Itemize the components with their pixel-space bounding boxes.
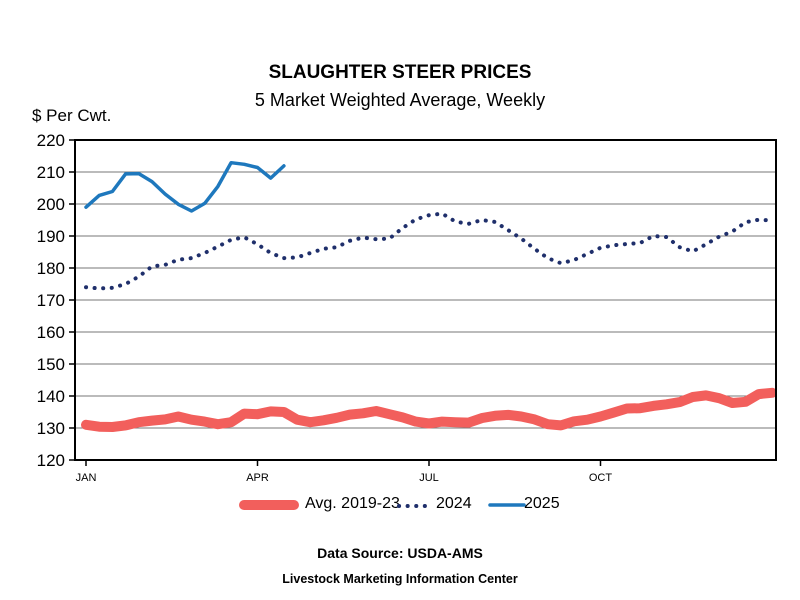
chart-title: SLAUGHTER STEER PRICES bbox=[268, 62, 532, 83]
y-tick-label: 210 bbox=[37, 163, 65, 182]
y-tick-label: 150 bbox=[37, 355, 65, 374]
y-tick-label: 220 bbox=[37, 131, 65, 150]
series-line-2024 bbox=[84, 211, 774, 291]
data-source: Data Source: USDA-AMS bbox=[317, 545, 483, 561]
x-tick-label: OCT bbox=[589, 472, 613, 484]
y-tick-label: 120 bbox=[37, 451, 65, 470]
chart-subtitle: 5 Market Weighted Average, Weekly bbox=[254, 90, 546, 110]
legend-swatch-avg bbox=[239, 500, 299, 510]
x-tick-label: APR bbox=[246, 472, 269, 484]
y-axis-label: $ Per Cwt. bbox=[32, 106, 112, 125]
gridlines bbox=[75, 171, 776, 429]
legend-swatch-2025 bbox=[488, 503, 526, 507]
series-line-avg-2019-23 bbox=[81, 387, 777, 432]
x-tick-label: JUL bbox=[419, 472, 439, 484]
series-line-2025 bbox=[84, 160, 286, 213]
legend-label-2024: 2024 bbox=[436, 495, 472, 512]
y-tick-label: 130 bbox=[37, 419, 65, 438]
series-layer bbox=[81, 160, 777, 432]
x-axis-ticks: JAN APR JUL OCT bbox=[76, 460, 613, 484]
legend-swatch-2024 bbox=[397, 504, 433, 508]
legend: Avg. 2019-23 2024 2025 bbox=[0, 494, 800, 516]
y-tick-label: 160 bbox=[37, 323, 65, 342]
y-tick-label: 180 bbox=[37, 259, 65, 278]
legend-label-2025: 2025 bbox=[524, 495, 560, 512]
y-tick-label: 140 bbox=[37, 387, 65, 406]
organization-name: Livestock Marketing Information Center bbox=[282, 572, 518, 586]
y-tick-label: 200 bbox=[37, 195, 65, 214]
y-tick-label: 170 bbox=[37, 291, 65, 310]
x-tick-label: JAN bbox=[76, 472, 97, 484]
y-axis-ticks: 120 130 140 150 160 170 180 190 200 210 220 bbox=[37, 131, 75, 470]
y-tick-label: 190 bbox=[37, 227, 65, 246]
legend-label-avg: Avg. 2019-23 bbox=[305, 495, 400, 512]
